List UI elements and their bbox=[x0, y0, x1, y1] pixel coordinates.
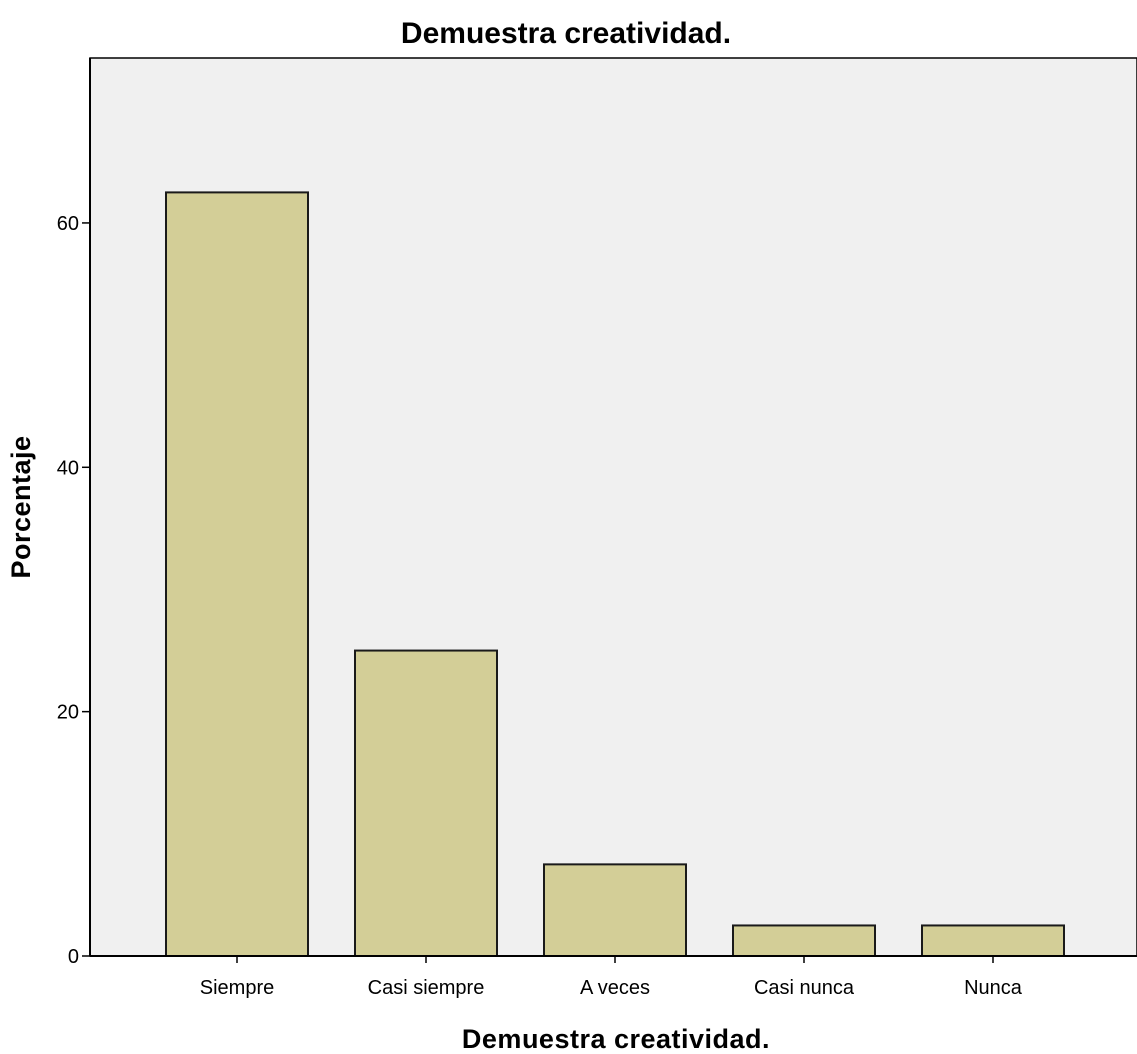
bar-siempre bbox=[165, 191, 309, 958]
x-axis-title: Demuestra creatividad. bbox=[462, 1024, 770, 1054]
y-ticks-group: 0 20 40 60 bbox=[57, 213, 90, 968]
x-tick-label: Casi siempre bbox=[368, 977, 485, 999]
x-tick-label: Nunca bbox=[964, 977, 1023, 999]
bar-a-veces bbox=[543, 863, 687, 958]
y-tick-label: 40 bbox=[57, 457, 79, 479]
bar-nunca bbox=[921, 924, 1065, 958]
x-tick-label: Siempre bbox=[200, 977, 274, 999]
chart-title: Demuestra creatividad. bbox=[401, 17, 731, 50]
x-tick-label: Casi nunca bbox=[754, 977, 855, 999]
y-axis-title: Porcentaje bbox=[6, 435, 36, 578]
y-tick-label: 60 bbox=[57, 213, 79, 235]
x-ticks-group: Siempre Casi siempre A veces Casi nunca Nunc… bbox=[200, 956, 1023, 999]
bar-casi-nunca bbox=[732, 924, 876, 958]
bar-casi-siempre bbox=[354, 649, 498, 957]
y-tick-label: 20 bbox=[57, 702, 79, 724]
y-tick-label: 0 bbox=[68, 946, 79, 968]
x-tick-label: A veces bbox=[580, 977, 650, 999]
